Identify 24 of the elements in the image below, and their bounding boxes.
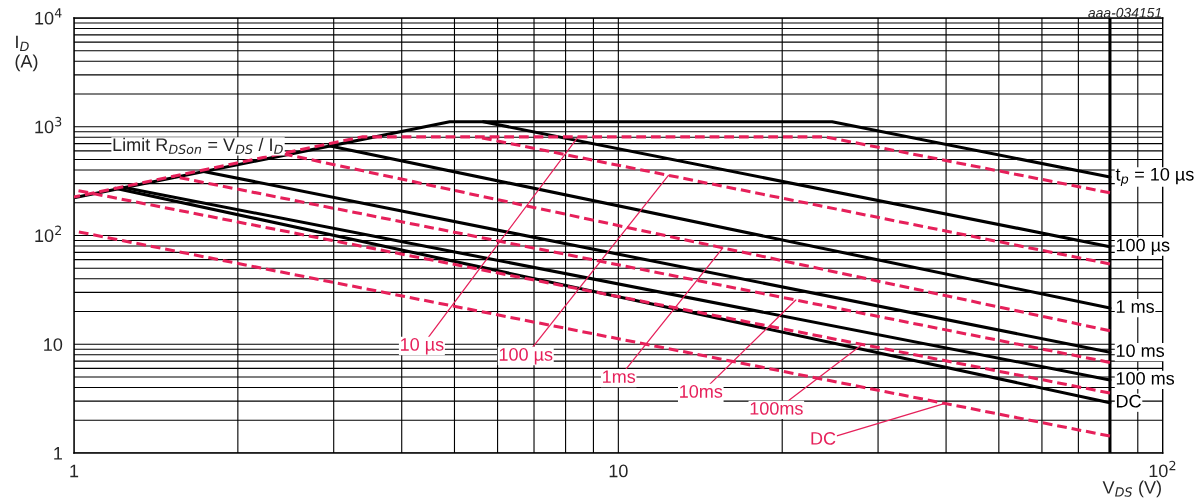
text: 10ms xyxy=(680,385,723,398)
text: 100 µs xyxy=(499,348,553,365)
x-tick-label: 10$^{2}$ xyxy=(1149,460,1176,478)
x-axis-title: V$_{DS}$ (V) xyxy=(1102,480,1161,498)
y-axis-title: I$_{D}$ (A) xyxy=(15,35,38,72)
series-label: 1 ms xyxy=(1116,300,1154,313)
text: 10 µs xyxy=(400,338,444,355)
x-tick-label: 1 xyxy=(70,464,79,478)
text: 1ms xyxy=(603,370,636,384)
y-tick-label: 10$^{2}$ xyxy=(35,225,62,243)
text: DC xyxy=(811,432,836,445)
y-tick-label: 1 xyxy=(54,447,62,460)
y-tick-label: 10$^{4}$ xyxy=(35,8,62,25)
text: aaa-034151 xyxy=(1088,7,1161,18)
text: 100ms xyxy=(750,402,803,415)
annotation: Limit R$_{DSon}$ = V$_{DS}$ / I$_{D}$ xyxy=(113,137,283,155)
series-label: t$_{p}$ = 10 µs xyxy=(1115,167,1194,187)
series-label: 100 ms xyxy=(1116,371,1175,385)
y-tick-label: 10 xyxy=(44,338,63,351)
series-label: DC xyxy=(1116,394,1141,408)
y-tick-label: 10$^{3}$ xyxy=(35,116,62,134)
x-tick-label: 10 xyxy=(609,464,628,478)
series-label: 10 ms xyxy=(1116,344,1165,358)
series-label: 100 µs xyxy=(1116,238,1170,256)
